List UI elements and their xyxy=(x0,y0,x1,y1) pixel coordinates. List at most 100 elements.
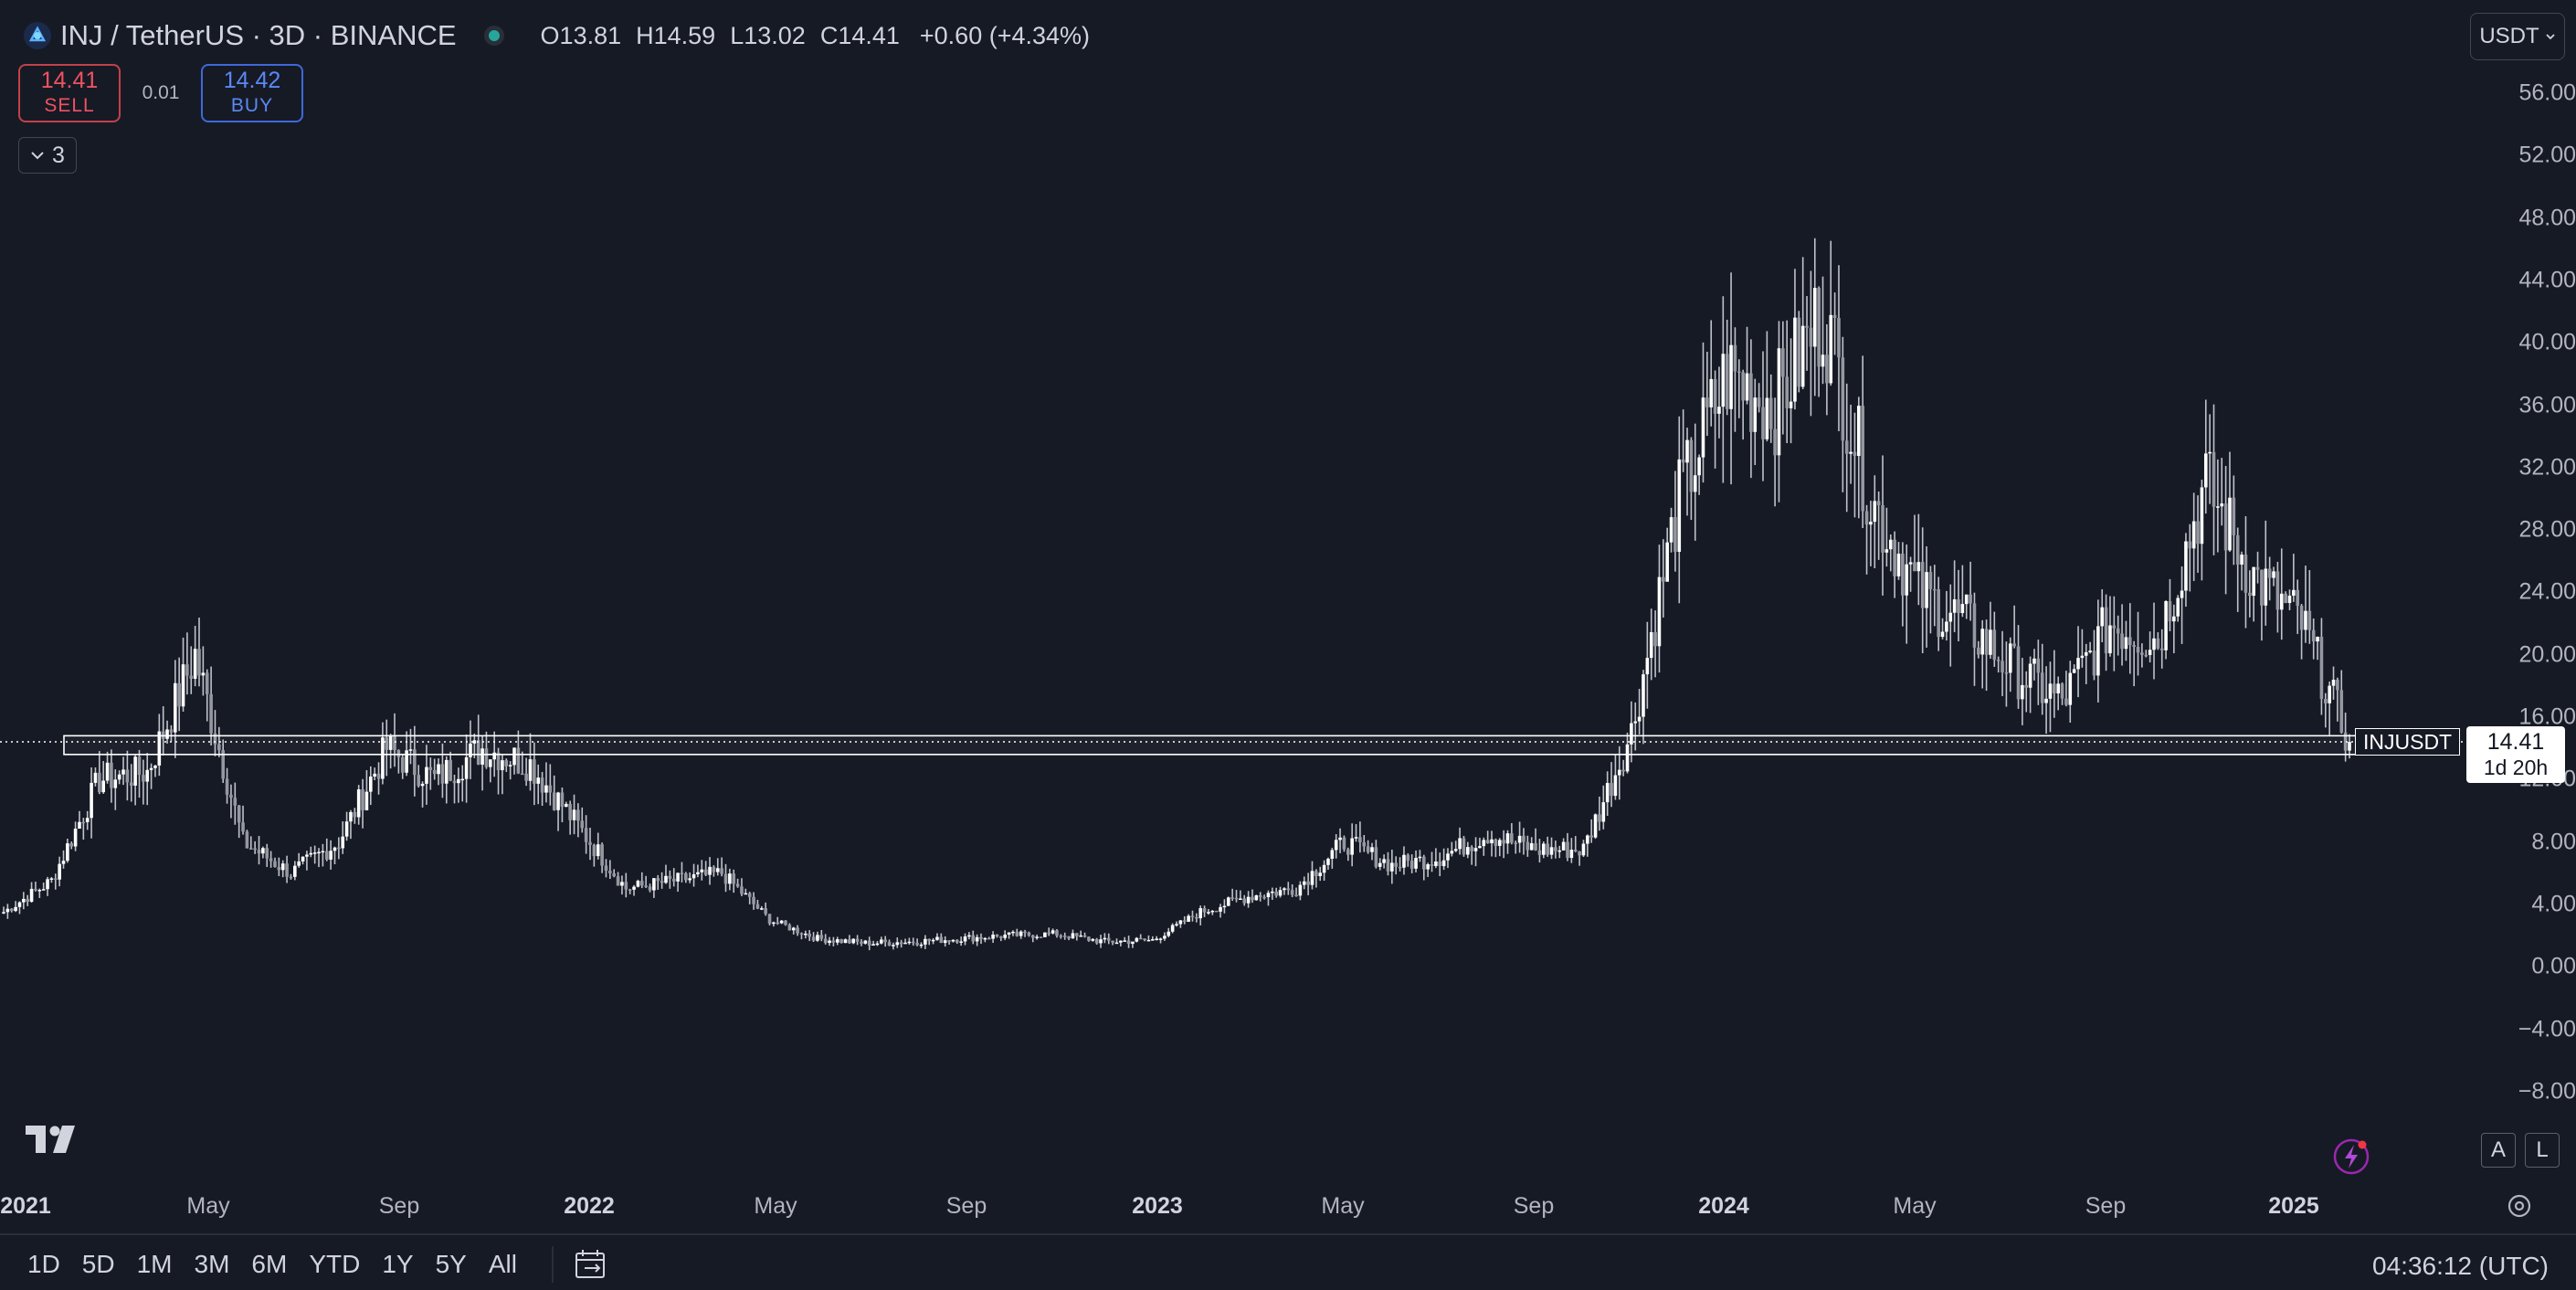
candle-body xyxy=(1905,564,1909,596)
chart-settings-icon[interactable] xyxy=(2505,1191,2534,1221)
candle-body xyxy=(34,888,37,891)
candle-body xyxy=(1932,588,1937,591)
candle-body xyxy=(2264,568,2268,606)
candle-body xyxy=(142,775,145,782)
candle-body xyxy=(2001,661,2004,673)
candle-body xyxy=(165,729,169,739)
candle-body xyxy=(772,922,776,925)
symbol-title[interactable]: INJ / TetherUS · 3D · BINANCE xyxy=(60,19,457,51)
candle-body xyxy=(1190,915,1195,918)
candle-body xyxy=(1358,837,1362,842)
candle-body xyxy=(1290,890,1294,895)
candle-body xyxy=(1709,378,1714,407)
candle-body xyxy=(1749,373,1753,432)
time-axis-month-label: Sep xyxy=(2085,1193,2127,1219)
candle-body xyxy=(516,747,521,774)
candle-body xyxy=(1693,475,1697,492)
currency-select[interactable]: USDT xyxy=(2470,13,2565,60)
candle-body xyxy=(14,906,17,912)
sell-button[interactable]: 14.41 SELL xyxy=(18,64,121,122)
candle-body xyxy=(217,744,221,751)
range-button-ytd[interactable]: YTD xyxy=(309,1250,361,1278)
candle-body xyxy=(1035,936,1039,938)
candle-body xyxy=(860,941,863,944)
candle-body xyxy=(1598,814,1601,822)
candle-body xyxy=(472,740,477,744)
candle-body xyxy=(1062,936,1067,937)
auto-scale-button[interactable]: A xyxy=(2481,1133,2516,1168)
candle-body xyxy=(425,767,428,784)
candle-body xyxy=(205,672,209,694)
candle-body xyxy=(1111,940,1114,943)
time-axis-year-label: 2025 xyxy=(2268,1193,2319,1219)
bottom-toolbar: 1D 5D 1M 3M 6M YTD 1Y 5Y All 04:36:12 (UTC) xyxy=(0,1233,2576,1290)
candle-body xyxy=(1497,840,1502,846)
candle-body xyxy=(1198,908,1203,919)
range-button-6m[interactable]: 6M xyxy=(251,1250,288,1278)
candle-body xyxy=(1114,942,1119,945)
range-button-1m[interactable]: 1M xyxy=(136,1250,173,1278)
candle-body xyxy=(723,873,728,884)
candle-body xyxy=(927,938,932,941)
candle-body xyxy=(396,750,401,757)
price-chart[interactable] xyxy=(0,0,2576,1233)
indicators-toggle-button[interactable]: 3 xyxy=(18,137,77,174)
current-price: 14.41 xyxy=(2486,729,2545,755)
range-button-1d[interactable]: 1D xyxy=(27,1250,60,1278)
candle-body xyxy=(2220,503,2224,507)
range-button-3m[interactable]: 3M xyxy=(194,1250,230,1278)
sell-price: 14.41 xyxy=(40,68,99,93)
candle-body xyxy=(512,747,516,766)
candle-body xyxy=(1573,850,1578,851)
candle-body xyxy=(189,675,194,679)
candle-body xyxy=(804,933,808,936)
candle-body xyxy=(700,869,704,872)
candle-body xyxy=(1306,881,1310,885)
candle-body xyxy=(947,940,951,942)
candle-body xyxy=(261,848,265,854)
candle-body xyxy=(1505,833,1510,844)
candle-body xyxy=(1266,893,1271,898)
candle-body xyxy=(280,863,285,871)
candle-body xyxy=(361,789,364,810)
candle-body xyxy=(2112,625,2117,629)
candle-body xyxy=(1945,621,1948,632)
candle-body xyxy=(460,778,465,781)
candle-body xyxy=(548,785,553,793)
market-status-icon[interactable] xyxy=(483,26,504,46)
candle-body xyxy=(568,803,572,820)
ohlc-values: O13.81 H14.59 L13.02 C14.41 +0.60 (+4.34… xyxy=(541,22,1091,50)
candle-body xyxy=(1131,941,1135,945)
candle-body xyxy=(508,765,512,767)
candle-body xyxy=(871,944,875,946)
candle-body xyxy=(341,836,345,849)
range-button-5d[interactable]: 5D xyxy=(81,1250,115,1278)
candle-body xyxy=(740,886,744,894)
candle-body xyxy=(1178,920,1183,925)
price-axis-label: 36.00 xyxy=(2518,392,2576,418)
candle-body xyxy=(1079,935,1082,937)
log-scale-button[interactable]: L xyxy=(2525,1133,2560,1168)
buy-button[interactable]: 14.42 BUY xyxy=(201,64,303,122)
candle-body xyxy=(2232,497,2236,535)
utc-clock[interactable]: 04:36:12 (UTC) xyxy=(2372,1252,2549,1280)
tradingview-logo-icon[interactable] xyxy=(26,1126,82,1153)
candle-body xyxy=(85,818,90,822)
range-button-1y[interactable]: 1Y xyxy=(382,1250,414,1278)
price-axis-label: 24.00 xyxy=(2518,578,2576,605)
price-axis-label: 20.00 xyxy=(2518,641,2576,668)
candle-body xyxy=(1234,897,1239,900)
candle-body xyxy=(213,733,217,745)
time-axis-year-label: 2022 xyxy=(564,1193,615,1219)
candle-body xyxy=(312,852,317,854)
candle-body xyxy=(29,888,34,903)
range-button-5y[interactable]: 5Y xyxy=(435,1250,467,1278)
lightning-alert-icon[interactable] xyxy=(2331,1137,2371,1177)
go-to-date-icon[interactable] xyxy=(574,1248,610,1281)
range-button-all[interactable]: All xyxy=(488,1250,517,1278)
candle-body xyxy=(1777,348,1781,456)
candle-body xyxy=(1821,354,1825,367)
support-resistance-zone[interactable] xyxy=(63,735,2358,756)
candle-body xyxy=(1837,318,1841,358)
candle-body xyxy=(1605,783,1610,803)
